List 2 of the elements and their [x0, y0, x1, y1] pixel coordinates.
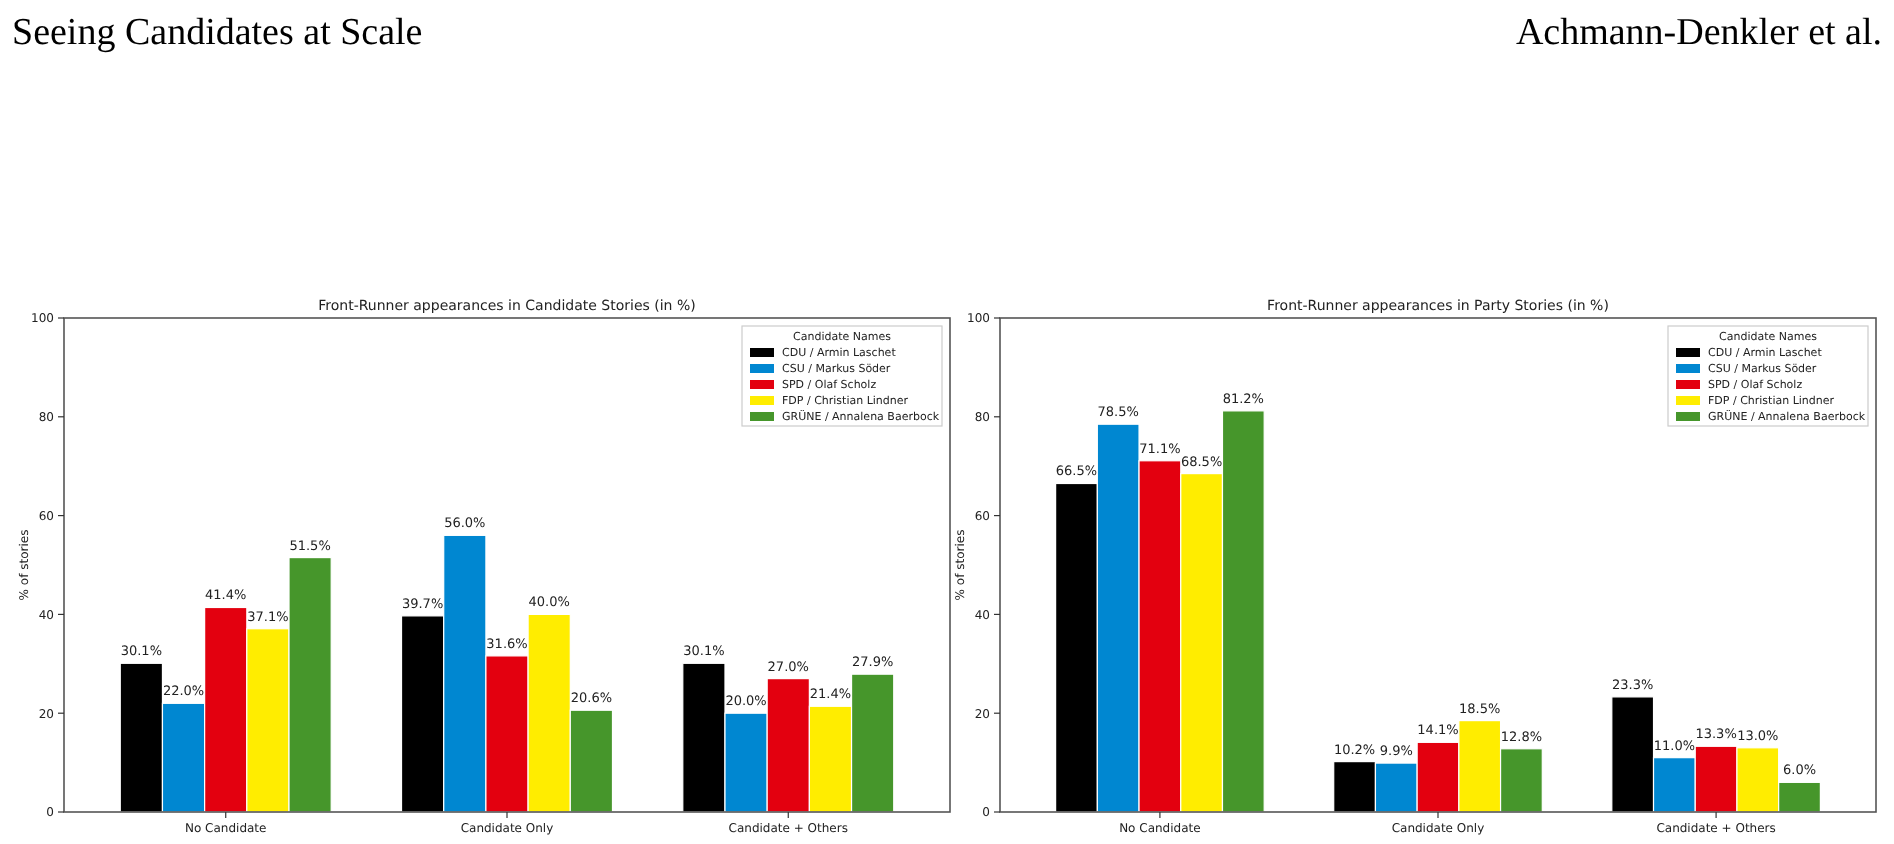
text: Achmann-Denkler et al. [1515, 12, 1882, 54]
text: Seeing Candidates at Scale [12, 12, 423, 54]
